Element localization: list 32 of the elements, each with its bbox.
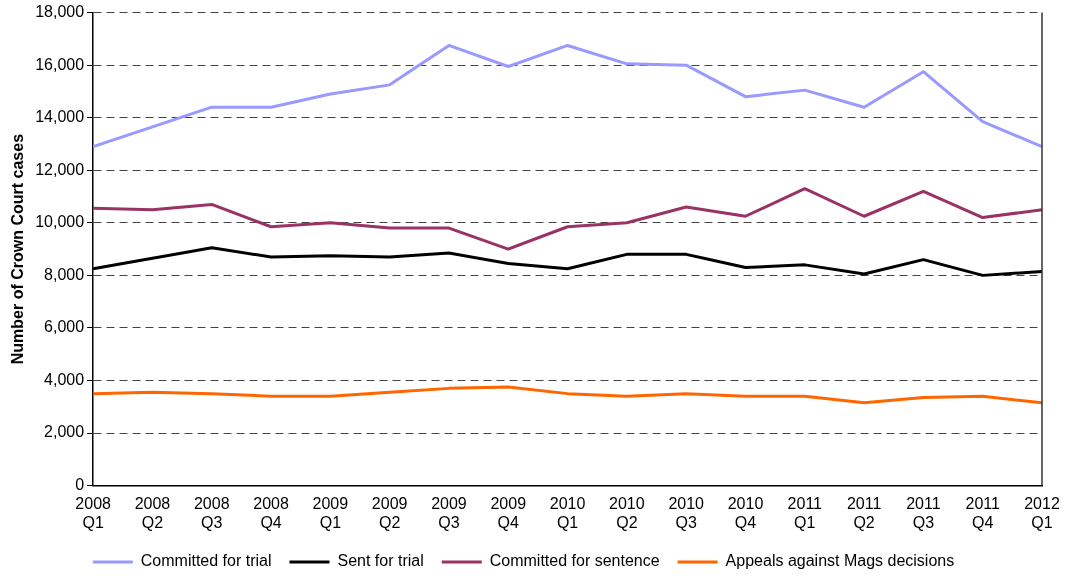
y-axis-title: Number of Crown Court cases [9, 133, 27, 365]
x-tick-label: 2008 Q2 [134, 494, 171, 531]
legend-label: Appeals against Mags decisions [725, 552, 955, 570]
x-tick-label: 2009 Q3 [431, 494, 467, 531]
y-tick-label: 8,000 [44, 265, 85, 283]
x-tick-label: 2008 Q3 [193, 494, 230, 531]
y-tick-label: 0 [75, 476, 85, 494]
y-tick-label: 16,000 [35, 55, 85, 73]
y-tick-label: 14,000 [35, 108, 85, 126]
legend-label: Committed for sentence [489, 552, 660, 570]
legend-label: Committed for trial [140, 552, 272, 570]
x-tick-label: 2012 Q1 [1024, 494, 1060, 531]
y-tick-label: 10,000 [35, 213, 85, 231]
y-tick-label: 6,000 [44, 318, 85, 336]
y-tick-label: 18,000 [35, 3, 85, 21]
x-tick-label: 2010 Q4 [727, 494, 764, 531]
x-tick-label: 2011 Q2 [846, 494, 882, 531]
y-tick-label: 2,000 [44, 423, 85, 441]
legend-label: Sent for trial [337, 552, 424, 570]
x-tick-label: 2008 Q4 [253, 494, 289, 531]
x-tick-label: 2011 Q4 [965, 494, 1000, 531]
x-tick-label: 2009 Q2 [371, 494, 408, 531]
x-tick-label: 2010 Q3 [668, 494, 705, 531]
x-tick-label: 2011 Q3 [906, 494, 941, 531]
x-tick-label: 2010 Q1 [549, 494, 586, 531]
x-tick-label: 2010 Q2 [609, 494, 645, 531]
x-tick-label: 2009 Q4 [490, 494, 527, 531]
x-tick-label: 2009 Q1 [312, 494, 349, 531]
x-tick-label: 2008 Q1 [75, 494, 112, 531]
y-tick-label: 4,000 [44, 370, 85, 388]
y-tick-label: 12,000 [35, 160, 85, 178]
x-tick-label: 2011 Q1 [787, 494, 823, 531]
